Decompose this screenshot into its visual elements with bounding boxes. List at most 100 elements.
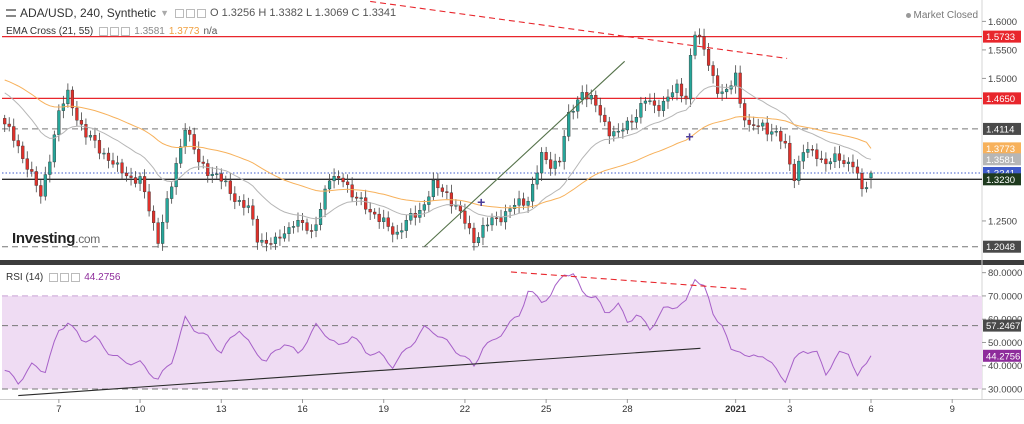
candle[interactable] — [788, 142, 792, 165]
candle[interactable] — [422, 204, 426, 211]
candle[interactable] — [819, 158, 823, 160]
candle[interactable] — [725, 88, 729, 93]
candle[interactable] — [792, 163, 796, 181]
candle[interactable] — [106, 152, 111, 161]
candle[interactable] — [233, 193, 237, 202]
candle[interactable] — [571, 111, 575, 113]
candle[interactable] — [287, 227, 291, 234]
candle[interactable] — [251, 205, 255, 220]
candle[interactable] — [598, 105, 602, 116]
candle[interactable] — [30, 169, 34, 172]
candle[interactable] — [273, 236, 278, 244]
candle[interactable] — [549, 159, 553, 169]
candle[interactable] — [467, 223, 472, 229]
candle[interactable] — [210, 174, 214, 176]
candle[interactable] — [485, 224, 490, 227]
candle[interactable] — [427, 196, 431, 205]
candle[interactable] — [472, 227, 476, 243]
candle[interactable] — [359, 197, 363, 199]
candle[interactable] — [860, 173, 864, 190]
candle[interactable] — [517, 198, 521, 206]
candle[interactable] — [314, 224, 318, 231]
candle[interactable] — [715, 75, 720, 94]
candle[interactable] — [499, 217, 503, 223]
candle[interactable] — [756, 125, 760, 127]
candle[interactable] — [323, 188, 327, 210]
candle[interactable] — [25, 158, 29, 170]
candle[interactable] — [648, 100, 652, 102]
candle[interactable] — [711, 65, 715, 76]
settings-icon[interactable] — [60, 273, 70, 282]
candle[interactable] — [594, 95, 598, 106]
candle[interactable] — [364, 197, 368, 210]
candle[interactable] — [341, 177, 345, 183]
candle[interactable] — [833, 153, 837, 162]
candle[interactable] — [197, 149, 201, 163]
candle[interactable] — [224, 180, 228, 183]
candle[interactable] — [165, 198, 169, 223]
candle[interactable] — [625, 120, 629, 131]
visibility-icon[interactable] — [49, 273, 59, 282]
candle[interactable] — [752, 124, 756, 126]
candle[interactable] — [409, 213, 413, 221]
candle[interactable] — [242, 200, 246, 208]
candle[interactable] — [43, 174, 47, 197]
candle[interactable] — [621, 129, 625, 132]
price-trendline[interactable] — [370, 0, 788, 60]
candle[interactable] — [774, 131, 778, 133]
candle[interactable] — [512, 205, 517, 209]
candle[interactable] — [765, 122, 769, 135]
candle[interactable] — [436, 180, 440, 189]
chevron-down-icon[interactable]: ▼ — [160, 8, 169, 18]
candle[interactable] — [124, 172, 129, 177]
candle[interactable] — [431, 180, 435, 198]
candle[interactable] — [152, 210, 156, 223]
candle[interactable] — [34, 171, 38, 186]
candle[interactable] — [373, 211, 377, 215]
candle[interactable] — [540, 152, 544, 174]
candle[interactable] — [734, 72, 738, 86]
candle[interactable] — [336, 176, 341, 179]
candle[interactable] — [869, 172, 873, 179]
candle[interactable] — [558, 160, 562, 163]
candle[interactable] — [12, 126, 16, 141]
candle[interactable] — [156, 222, 160, 244]
menu-icon[interactable] — [6, 9, 16, 17]
candle[interactable] — [684, 95, 688, 100]
price-pane[interactable]: + +1.6000 1.5500 1.5000 1.2500 1.5733 1.4650 1.… — [0, 0, 1024, 400]
candle[interactable] — [535, 172, 539, 185]
candle[interactable] — [264, 239, 269, 244]
candle[interactable] — [142, 176, 147, 193]
close-icon[interactable] — [121, 27, 131, 36]
candle[interactable] — [115, 162, 120, 165]
candle[interactable] — [846, 161, 851, 164]
candle[interactable] — [810, 148, 814, 151]
candle[interactable] — [851, 161, 855, 168]
settings-icon[interactable] — [185, 8, 195, 18]
candle[interactable] — [589, 95, 593, 100]
candle[interactable] — [57, 110, 61, 136]
candle[interactable] — [630, 120, 634, 123]
candle[interactable] — [346, 181, 350, 186]
candle[interactable] — [39, 185, 43, 197]
candle[interactable] — [228, 180, 232, 194]
candle[interactable] — [616, 130, 620, 133]
candle[interactable] — [743, 103, 747, 121]
candle[interactable] — [526, 201, 530, 206]
candle[interactable] — [531, 183, 535, 202]
candle[interactable] — [481, 225, 485, 238]
candle[interactable] — [355, 196, 359, 199]
candle[interactable] — [282, 233, 287, 239]
candle[interactable] — [269, 243, 273, 245]
candle[interactable] — [855, 166, 860, 174]
candle[interactable] — [544, 152, 548, 160]
candle[interactable] — [88, 135, 93, 138]
candle[interactable] — [643, 100, 648, 104]
candle[interactable] — [494, 217, 499, 219]
candle[interactable] — [720, 91, 724, 94]
candle[interactable] — [652, 100, 657, 106]
candle[interactable] — [93, 135, 97, 141]
candle[interactable] — [305, 222, 309, 231]
candle[interactable] — [84, 124, 88, 138]
candle[interactable] — [702, 36, 706, 50]
